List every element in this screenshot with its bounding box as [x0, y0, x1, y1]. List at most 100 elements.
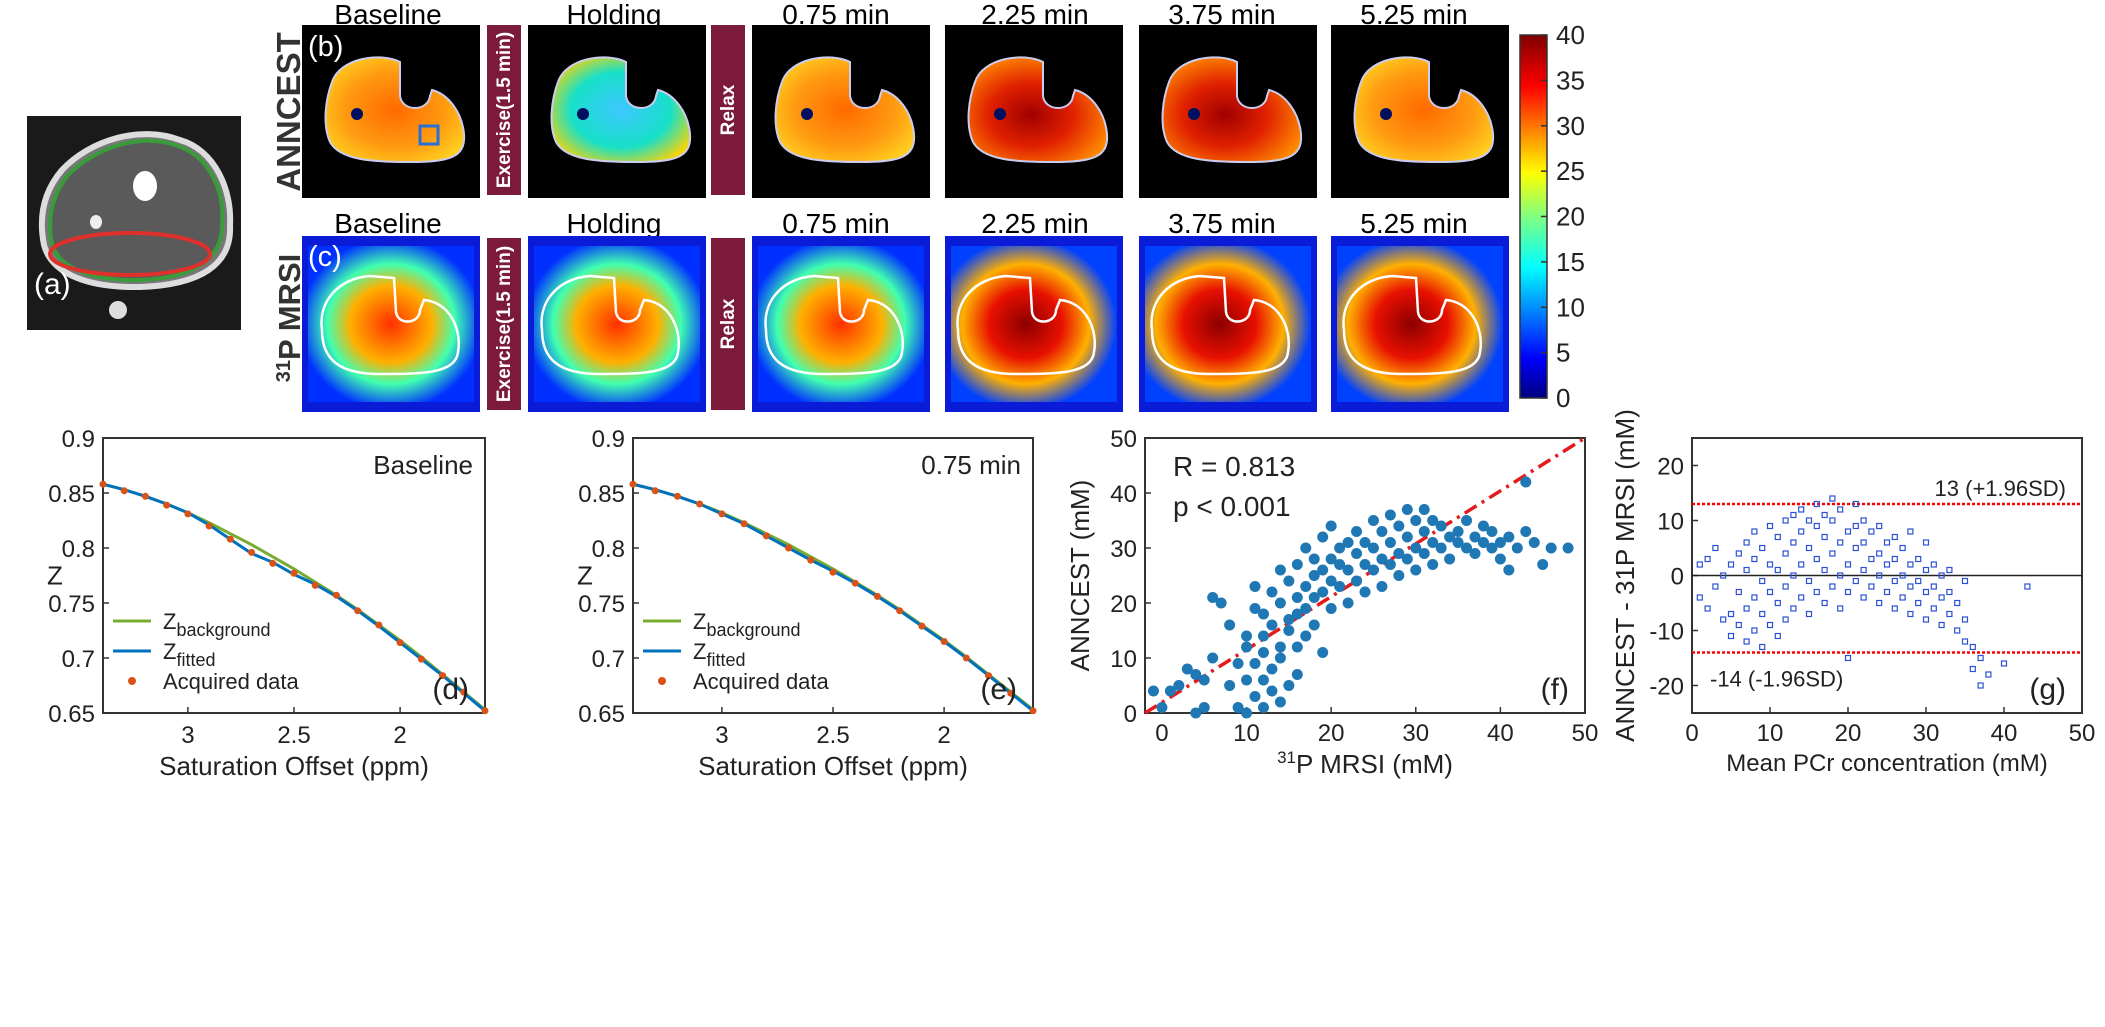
ba-point: [1696, 561, 1703, 568]
ba-point: [1751, 627, 1758, 634]
ba-point: [1829, 550, 1836, 557]
x-tick-label: 10: [1757, 720, 1784, 747]
x-tick-label: 40: [1991, 720, 2018, 747]
data-point-acquired: [269, 559, 277, 567]
scatter-point: [1308, 570, 1320, 581]
panel-a: (a): [27, 116, 241, 330]
y-tick-label: 0.75: [48, 591, 95, 618]
data-point-acquired: [460, 688, 468, 696]
ba-point: [1868, 528, 1875, 535]
ba-point: [1727, 632, 1735, 640]
ba-point: [1899, 594, 1906, 601]
ba-point: [1751, 528, 1758, 535]
scatter-point: [1190, 669, 1202, 680]
scatter-point: [1274, 641, 1286, 653]
data-point-acquired: [332, 591, 340, 599]
stat-text: R = 0.813: [1173, 451, 1295, 482]
scatter-point: [1384, 509, 1396, 521]
data-point-acquired: [396, 639, 404, 647]
data-point-acquired: [851, 579, 859, 587]
ba-point: [1985, 671, 1992, 678]
data-point-acquired: [785, 544, 793, 552]
relax-bar-c: [711, 238, 745, 410]
ba-point: [1852, 522, 1859, 530]
colorbar-tick-label: 20: [1556, 202, 1585, 232]
y-tick-label: 10: [1110, 646, 1137, 673]
tp-c-525: 5.25 min: [1360, 208, 1467, 239]
map-c-holding-heat: [534, 246, 700, 402]
ba-point: [1790, 572, 1797, 579]
colorbar-tick-label: 10: [1556, 292, 1585, 322]
map-c-375-heat: [1145, 246, 1311, 402]
ba-point: [1751, 555, 1758, 563]
exercise-bar-c-label: Exercise(1.5 min): [494, 246, 515, 402]
scatter-point: [1266, 663, 1278, 675]
scatter-point: [1461, 515, 1473, 526]
legend-entry: Zbackground: [693, 609, 801, 640]
colorbar-tick-label: 30: [1556, 111, 1585, 141]
scatter-point: [1418, 548, 1430, 559]
y-tick-label: 20: [1110, 591, 1137, 618]
row-label-mrsi: 31P MRSI: [272, 254, 307, 382]
map-c-375-outline: [1150, 274, 1290, 376]
ba-point: [1969, 665, 1976, 673]
data-point-acquired: [696, 500, 704, 508]
scatter-point: [1359, 559, 1371, 570]
timepoint-labels-c: Baseline Holding 0.75 min 2.25 min 3.75 …: [334, 208, 1467, 239]
data-point-acquired: [673, 492, 681, 500]
y-axis-label: ANNCEST (mM): [1065, 480, 1095, 672]
scatter-point: [1401, 504, 1413, 515]
legend-entry: Acquired data: [163, 669, 300, 694]
ba-point: [1860, 539, 1867, 546]
ba-point: [1774, 533, 1781, 541]
scatter-point: [1241, 674, 1253, 686]
roi-square: [418, 124, 440, 146]
map-b-baseline-tissue: [324, 56, 466, 164]
y-axis-label: Z: [577, 561, 593, 591]
scatter-point: [1215, 597, 1227, 609]
scatter-point: [1537, 559, 1549, 570]
scatter-point: [1173, 680, 1185, 691]
scatter-point: [1520, 526, 1532, 537]
scatter-point: [1317, 531, 1329, 543]
scatter-point: [1427, 537, 1439, 548]
ba-point: [1743, 539, 1750, 546]
scatter-point: [1274, 652, 1286, 664]
x-tick-label: 3: [181, 722, 194, 749]
scatter-point: [1291, 559, 1303, 570]
data-point-acquired: [439, 672, 447, 680]
ba-point: [1821, 599, 1828, 607]
scatter-point: [1317, 564, 1329, 576]
map-c-075-heat: [758, 246, 924, 402]
data-point-acquired: [311, 581, 319, 589]
ba-point: [1891, 577, 1898, 585]
ba-point: [1782, 583, 1789, 590]
x-axis-label: Mean PCr concentration (mM): [1726, 750, 2047, 777]
y-tick-label: 0.75: [578, 591, 625, 618]
y-tick-label: 0.7: [592, 646, 625, 673]
y-tick-label: 0: [1124, 701, 1137, 728]
panel-annotation: Baseline: [373, 450, 473, 480]
scatter-point: [1435, 520, 1447, 532]
map-b-225-bone: [994, 108, 1006, 120]
legend-entry: Zfitted: [693, 639, 745, 670]
ba-point: [1860, 566, 1867, 574]
scatter-point: [1503, 531, 1515, 543]
scatter-point: [1359, 537, 1371, 548]
scatter-point: [1376, 553, 1388, 565]
ba-point: [1930, 561, 1937, 568]
ba-point: [1790, 605, 1797, 612]
scatter-point: [1401, 553, 1413, 565]
x-tick-label: 20: [1318, 720, 1345, 747]
scatter-point: [1224, 619, 1236, 631]
ba-point: [1759, 577, 1766, 585]
y-tick-label: 0.85: [578, 481, 625, 508]
data-point-acquired: [873, 592, 881, 600]
exercise-bar-b: [487, 25, 521, 195]
ba-point: [1735, 621, 1742, 629]
ba-point: [1954, 599, 1961, 607]
data-point-acquired: [807, 556, 815, 564]
ba-point: [1805, 544, 1813, 552]
y-tick-label: 20: [1657, 454, 1684, 481]
